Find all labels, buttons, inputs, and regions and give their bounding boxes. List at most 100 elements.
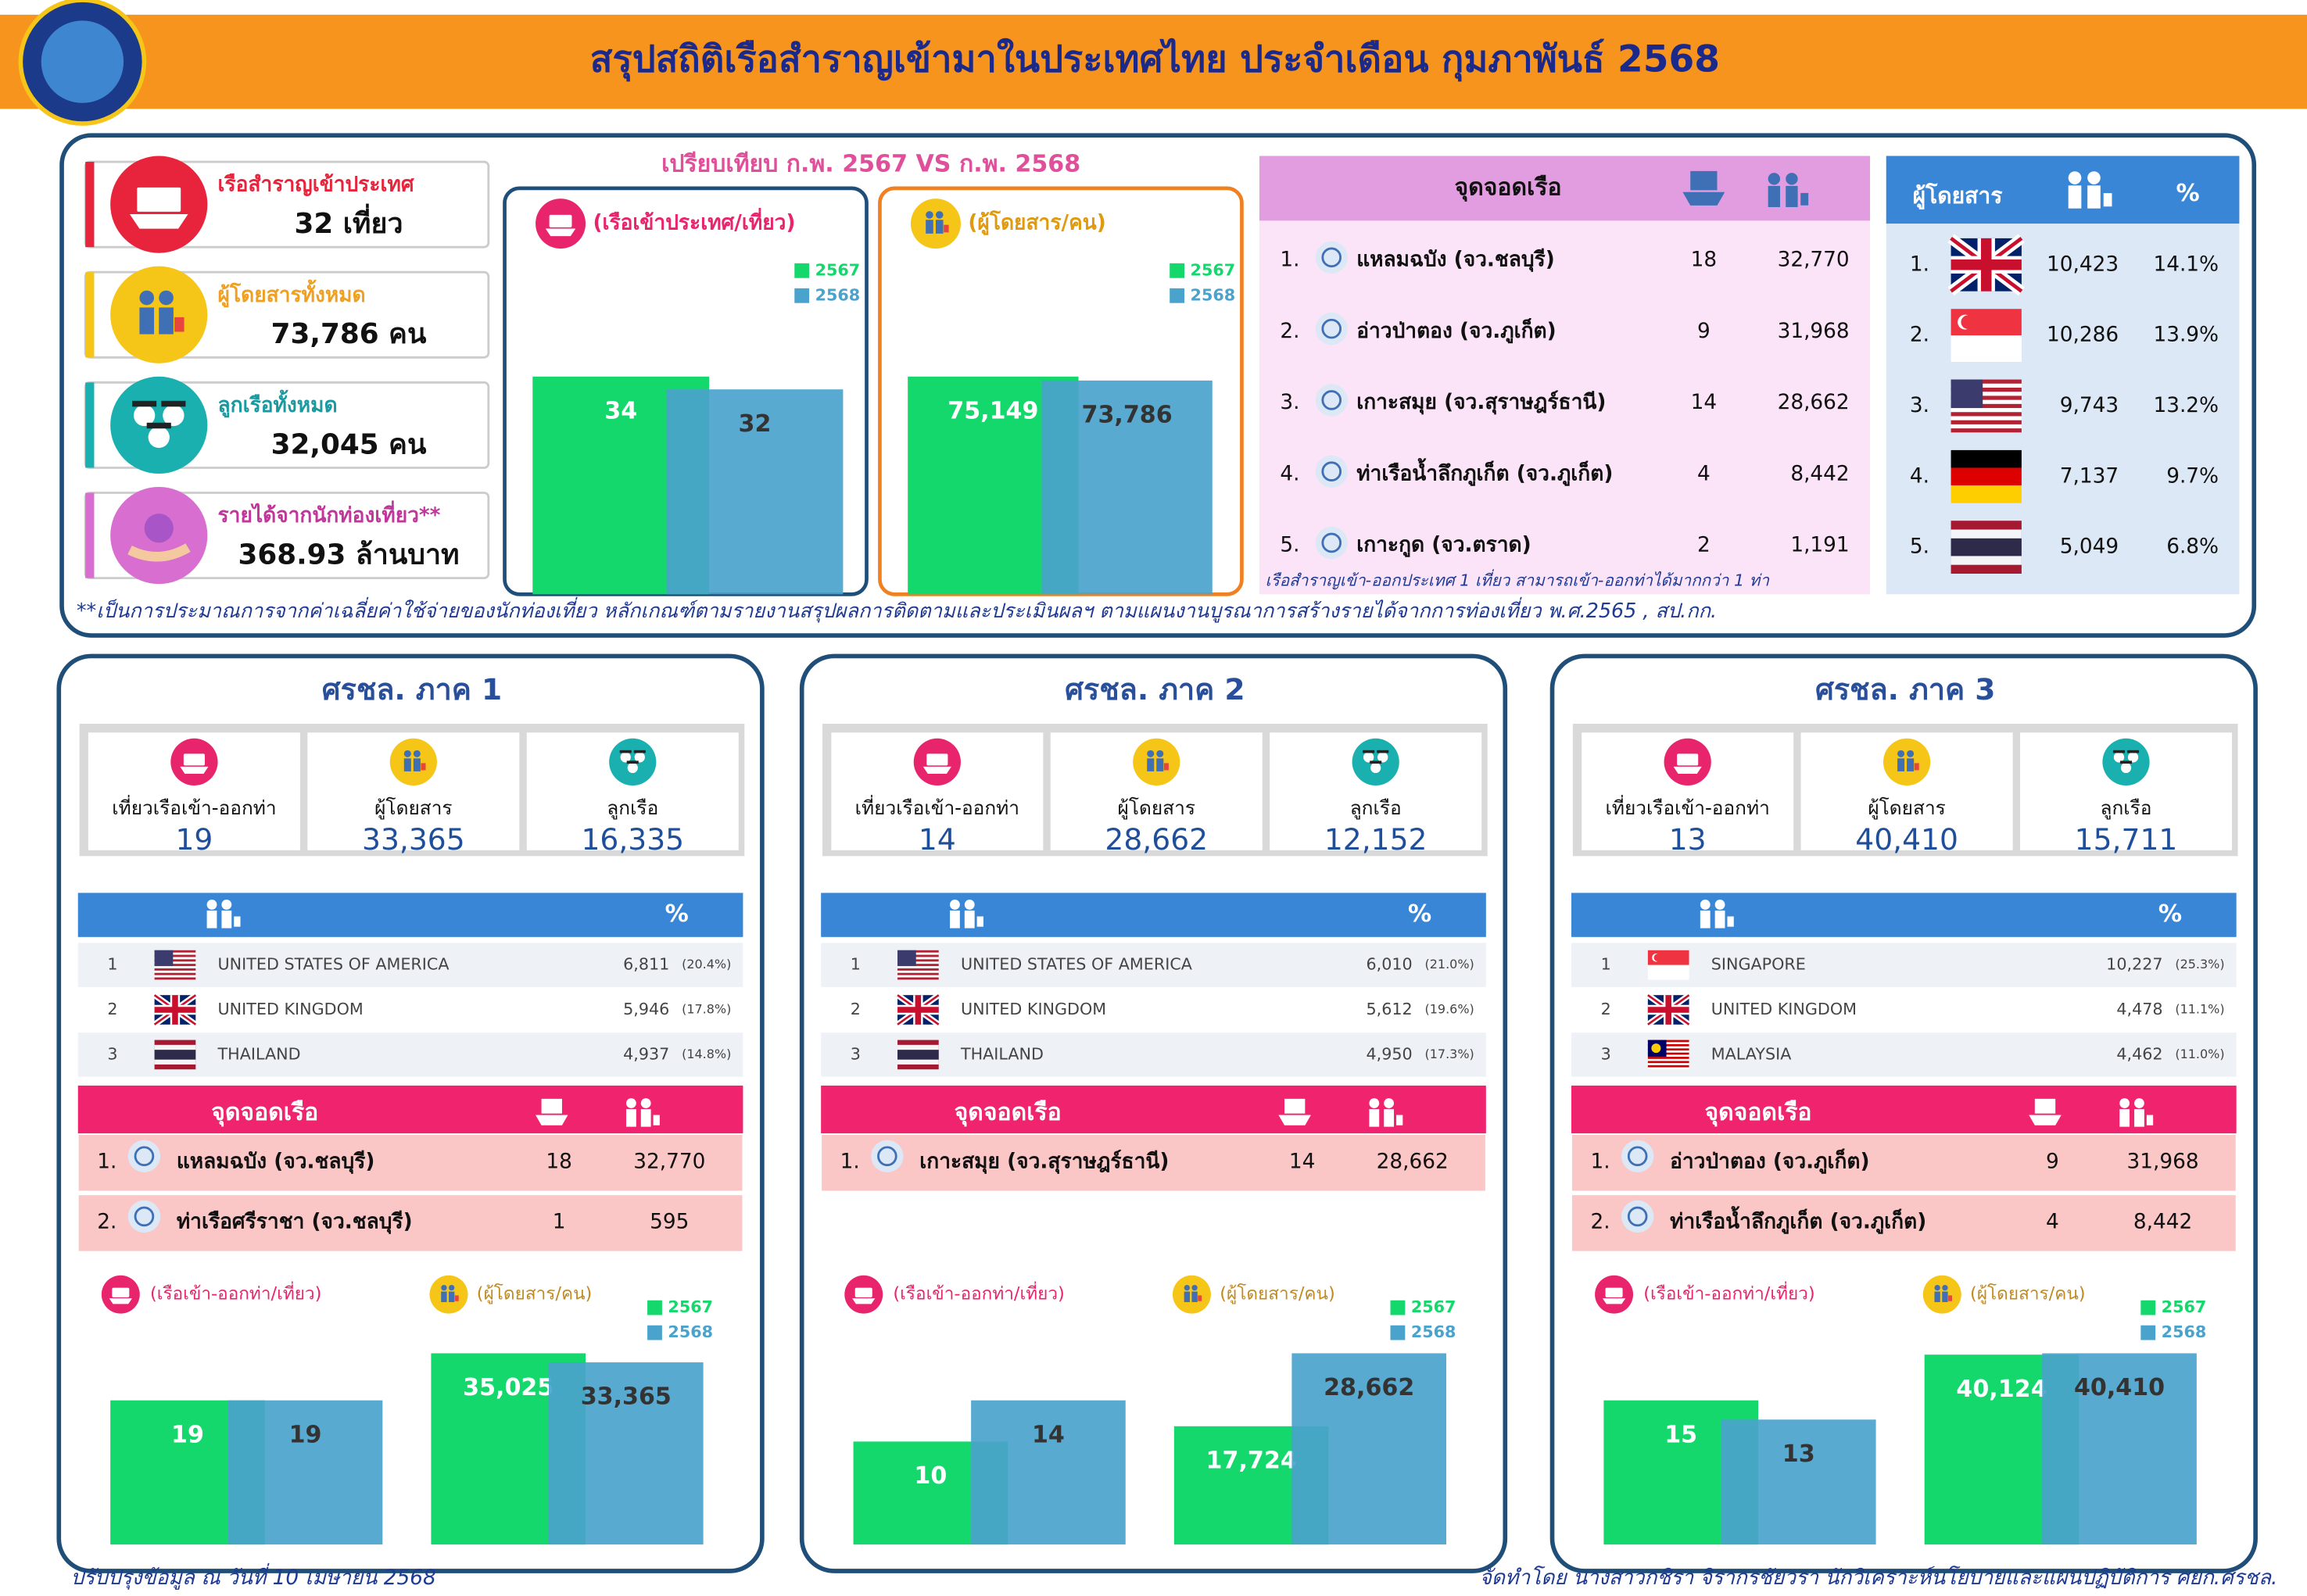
icon bbox=[1621, 1200, 1654, 1233]
icon-part bbox=[1321, 247, 1342, 268]
icon-part bbox=[1677, 753, 1699, 766]
legend-label: 2568 bbox=[2162, 1322, 2207, 1341]
icon bbox=[1315, 312, 1348, 345]
flag-part bbox=[1647, 1057, 1689, 1059]
value-label: 13 bbox=[1782, 1440, 1815, 1468]
flag-part bbox=[897, 950, 939, 953]
flag-part bbox=[154, 964, 196, 967]
icon-part bbox=[1907, 750, 1915, 757]
nationality-passengers: 4,937 bbox=[623, 1044, 669, 1063]
icon-part bbox=[1942, 1291, 1948, 1302]
flag-part bbox=[154, 950, 196, 953]
nationality-rank: 4. bbox=[1910, 464, 1929, 488]
icon-part bbox=[2112, 750, 2126, 753]
value-label: 28,662 bbox=[1324, 1374, 1414, 1401]
port-name: ท่าเรือศรีราชา (จว.ชลบุรี) bbox=[177, 1210, 413, 1234]
icon-part bbox=[163, 404, 184, 427]
ship-icon bbox=[1682, 191, 1725, 206]
people-icon bbox=[625, 1109, 636, 1127]
nationality-rank: 2 bbox=[1601, 1000, 1611, 1018]
stat-label: ลูกเรือ bbox=[1350, 796, 1402, 820]
people-icon bbox=[1768, 185, 1781, 207]
icon-part bbox=[1627, 1146, 1648, 1167]
footer-updated: ปรับปรุงข้อมูล ณ วันที่ 10 เมษายน 2568 bbox=[70, 1562, 435, 1590]
flag-part bbox=[1647, 1052, 1689, 1055]
nationality-panel bbox=[1886, 156, 2240, 595]
percent-header: % bbox=[2176, 180, 2199, 207]
legend-swatch bbox=[794, 263, 810, 278]
bar bbox=[1721, 1419, 1876, 1545]
icon-part bbox=[2120, 762, 2132, 774]
icon-part bbox=[1897, 758, 1905, 771]
people-icon bbox=[206, 910, 217, 929]
bar bbox=[548, 1362, 704, 1545]
icon-part bbox=[159, 290, 174, 306]
flag-part bbox=[1951, 485, 2022, 503]
nationality-percent: 13.9% bbox=[2153, 324, 2219, 347]
icon-part bbox=[1321, 318, 1342, 339]
nationality-rank: 3 bbox=[1601, 1044, 1611, 1063]
comparison-title: เปรียบเทียบ ก.พ. 2567 VS ก.พ. 2568 bbox=[661, 150, 1080, 177]
legend-label: 2568 bbox=[815, 285, 861, 304]
flag-part bbox=[1951, 403, 2022, 409]
ports-panel bbox=[1259, 156, 1871, 595]
icon-part bbox=[1184, 1291, 1190, 1302]
flag-part bbox=[1951, 379, 1983, 409]
port-name: เกาะสมุย (จว.สุราษฎร์ธานี) bbox=[1356, 390, 1606, 415]
nationality-percent: (20.4%) bbox=[682, 957, 731, 972]
port-trips: 18 bbox=[1691, 249, 1718, 272]
icon bbox=[1621, 1140, 1654, 1172]
people-icon bbox=[2068, 185, 2082, 209]
flag-part bbox=[1951, 428, 2022, 433]
value-label: 40,124 bbox=[1956, 1376, 2047, 1403]
stat-label: ผู้โดยสาร bbox=[1118, 796, 1195, 820]
icon-part bbox=[180, 766, 209, 774]
icon bbox=[1315, 526, 1348, 560]
icon-part bbox=[161, 400, 186, 407]
people-icon bbox=[625, 1098, 636, 1108]
icon-part bbox=[1363, 752, 1374, 763]
icon-part bbox=[944, 224, 949, 233]
nationality-rank: 3 bbox=[107, 1044, 117, 1063]
port-row bbox=[820, 1133, 1487, 1193]
nationality-percent: 6.8% bbox=[2166, 535, 2219, 559]
nationality-percent: (11.0%) bbox=[2175, 1047, 2224, 1061]
people-icon bbox=[964, 910, 975, 929]
summary-label: รายได้จากนักท่องเที่ยว** bbox=[218, 500, 441, 528]
nationality-rank: 1 bbox=[107, 955, 117, 974]
value-label: 32 bbox=[739, 410, 772, 438]
icon-part bbox=[2113, 752, 2125, 763]
people-icon bbox=[976, 916, 983, 927]
people-icon bbox=[2087, 171, 2101, 184]
flag-part bbox=[154, 959, 196, 962]
ports-header-label: จุดจอดเรือ bbox=[1704, 1099, 1811, 1127]
icon-part bbox=[129, 214, 188, 229]
summary-accent bbox=[85, 382, 95, 468]
people-icon bbox=[950, 900, 960, 910]
people-icon bbox=[1786, 185, 1798, 207]
stat-label: ผู้โดยสาร bbox=[1868, 796, 1945, 820]
ports-header-label: จุดจอดเรือ bbox=[955, 1099, 1062, 1127]
icon-part bbox=[1363, 750, 1375, 753]
flag-part bbox=[154, 977, 196, 980]
people-icon bbox=[234, 916, 241, 927]
port-rank: 3. bbox=[1280, 391, 1299, 414]
icon bbox=[1315, 384, 1348, 417]
country-name: UNITED KINGDOM bbox=[961, 1000, 1106, 1018]
nationality-passengers: 7,137 bbox=[2060, 464, 2119, 488]
icon-part bbox=[1370, 762, 1381, 774]
icon-part bbox=[922, 766, 951, 774]
category-label: (ผู้โดยสาร/คน) bbox=[1970, 1283, 2086, 1304]
flag-part bbox=[154, 1050, 196, 1060]
icon-part bbox=[935, 211, 944, 219]
icon-part bbox=[2127, 750, 2140, 753]
stat-value: 15,711 bbox=[2075, 822, 2178, 857]
icon-part bbox=[1377, 750, 1389, 753]
flag bbox=[1947, 234, 2025, 296]
ship-icon bbox=[1278, 1115, 1311, 1125]
flag-part bbox=[1647, 1061, 1689, 1064]
people-icon bbox=[640, 1098, 651, 1108]
port-rank: 1. bbox=[1280, 249, 1299, 272]
port-trips: 4 bbox=[2046, 1210, 2059, 1233]
flag-part bbox=[897, 972, 939, 975]
